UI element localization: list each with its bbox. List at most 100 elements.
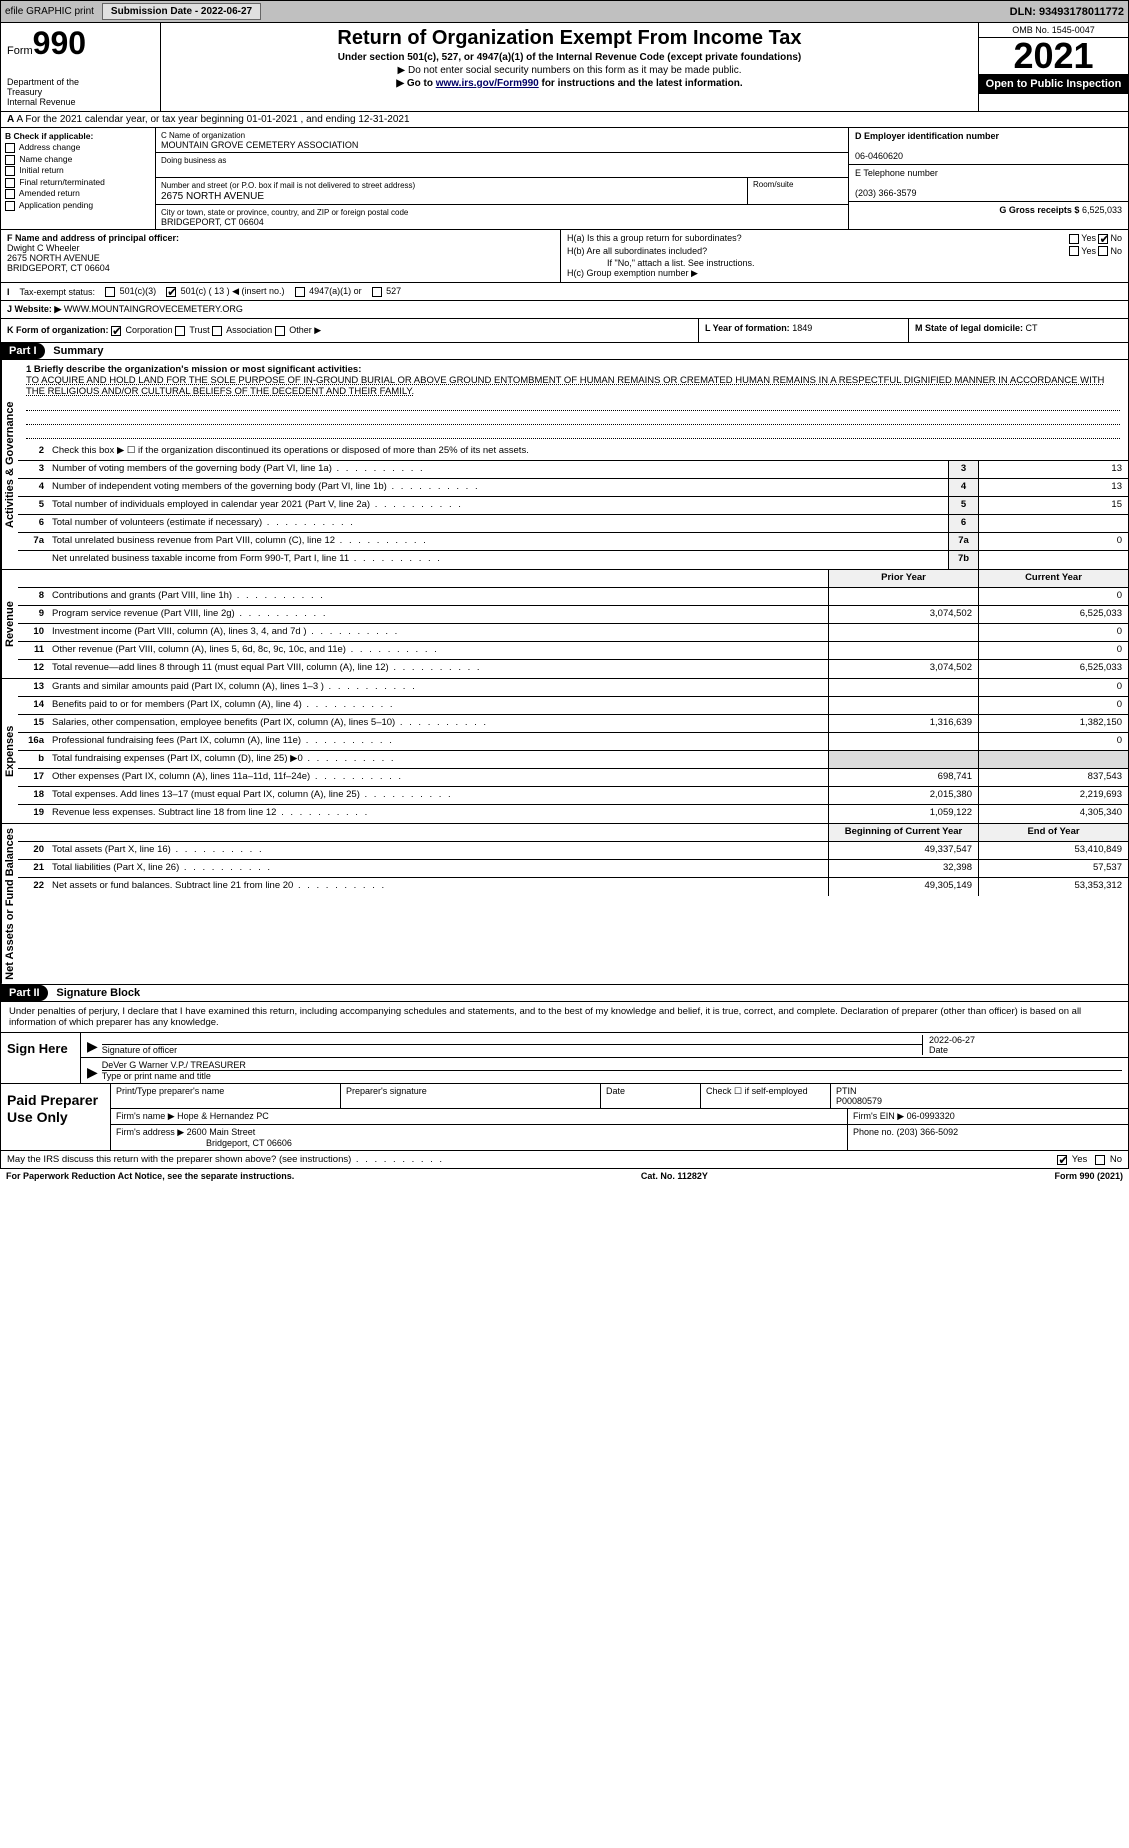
cb-other[interactable] bbox=[275, 326, 285, 336]
label-initial-return: Initial return bbox=[19, 165, 63, 175]
ha-yes[interactable] bbox=[1069, 234, 1079, 244]
officer-street: 2675 NORTH AVENUE bbox=[7, 253, 100, 263]
opt-assoc: Association bbox=[226, 325, 272, 335]
ha-label: H(a) Is this a group return for subordin… bbox=[567, 233, 742, 244]
data-line: 21Total liabilities (Part X, line 26)32,… bbox=[18, 860, 1128, 878]
irs-link[interactable]: www.irs.gov/Form990 bbox=[436, 78, 539, 89]
ptin-label: PTIN bbox=[836, 1086, 857, 1096]
part-2-title: Signature Block bbox=[50, 985, 146, 1001]
name-label: C Name of organization bbox=[161, 131, 245, 140]
hb-yes[interactable] bbox=[1069, 246, 1079, 256]
cb-527[interactable] bbox=[372, 287, 382, 297]
box-b-title: B Check if applicable: bbox=[5, 131, 93, 141]
arrow-icon: ▶ bbox=[87, 1038, 98, 1055]
header-center: Return of Organization Exempt From Incom… bbox=[161, 23, 978, 111]
gov-line: 3Number of voting members of the governi… bbox=[18, 461, 1128, 479]
data-line: 20Total assets (Part X, line 16)49,337,5… bbox=[18, 842, 1128, 860]
k-label: K Form of organization: bbox=[7, 325, 109, 335]
street-value: 2675 NORTH AVENUE bbox=[161, 191, 264, 202]
data-line: 16aProfessional fundraising fees (Part I… bbox=[18, 733, 1128, 751]
firm-addr-label: Firm's address ▶ bbox=[116, 1127, 184, 1137]
cb-corp[interactable] bbox=[111, 326, 121, 336]
may-irs-row: May the IRS discuss this return with the… bbox=[0, 1151, 1129, 1169]
sign-here-label: Sign Here bbox=[1, 1033, 81, 1083]
checkbox-name-change[interactable] bbox=[5, 155, 15, 165]
officer-name: Dwight C Wheeler bbox=[7, 243, 80, 253]
phone-value: (203) 366-3579 bbox=[855, 188, 917, 198]
row-j: J Website: ▶ WWW.MOUNTAINGROVECEMETERY.O… bbox=[0, 301, 1129, 319]
footer: For Paperwork Reduction Act Notice, see … bbox=[0, 1169, 1129, 1183]
gov-line: 7aTotal unrelated business revenue from … bbox=[18, 533, 1128, 551]
cb-501c3[interactable] bbox=[105, 287, 115, 297]
col-current: Current Year bbox=[978, 570, 1128, 587]
ptin-value: P00080579 bbox=[836, 1096, 882, 1106]
tax-year: 2021 bbox=[979, 38, 1128, 74]
box-b: B Check if applicable: Address change Na… bbox=[1, 128, 156, 229]
cb-501c[interactable] bbox=[166, 287, 176, 297]
activities-governance-section: Activities & Governance 1 Briefly descri… bbox=[0, 360, 1129, 570]
efile-label: efile GRAPHIC print bbox=[5, 6, 94, 17]
may-irs-yes[interactable] bbox=[1057, 1155, 1067, 1165]
may-irs-text: May the IRS discuss this return with the… bbox=[7, 1154, 444, 1165]
prep-sig-label: Preparer's signature bbox=[341, 1084, 601, 1108]
form-subtitle-3: ▶ Go to www.irs.gov/Form990 for instruct… bbox=[165, 78, 974, 89]
form-title: Return of Organization Exempt From Incom… bbox=[165, 27, 974, 50]
label-app-pending: Application pending bbox=[19, 200, 93, 210]
firm-addr: 2600 Main Street bbox=[187, 1127, 256, 1137]
firm-name: Hope & Hernandez PC bbox=[177, 1111, 269, 1121]
label-amended: Amended return bbox=[19, 188, 80, 198]
hb-no[interactable] bbox=[1098, 246, 1108, 256]
data-line: 19Revenue less expenses. Subtract line 1… bbox=[18, 805, 1128, 823]
checkbox-final-return[interactable] bbox=[5, 178, 15, 188]
ha-no[interactable] bbox=[1098, 234, 1108, 244]
box-h: H(a) Is this a group return for subordin… bbox=[561, 230, 1128, 282]
form-word: Form bbox=[7, 45, 33, 57]
opt-4947: 4947(a)(1) or bbox=[309, 286, 362, 296]
city-value: BRIDGEPORT, CT 06604 bbox=[161, 217, 264, 227]
gross-value: 6,525,033 bbox=[1082, 205, 1122, 215]
checkbox-amended[interactable] bbox=[5, 189, 15, 199]
row-a-tax-year: A A For the 2021 calendar year, or tax y… bbox=[0, 112, 1129, 128]
part-1-title: Summary bbox=[47, 343, 109, 359]
paid-preparer-label: Paid Preparer Use Only bbox=[1, 1084, 111, 1150]
submission-date-button[interactable]: Submission Date - 2022-06-27 bbox=[102, 3, 261, 20]
expenses-section: Expenses 13Grants and similar amounts pa… bbox=[0, 679, 1129, 824]
vtab-revenue: Revenue bbox=[1, 570, 18, 678]
col-end: End of Year bbox=[978, 824, 1128, 841]
data-line: 11Other revenue (Part VIII, column (A), … bbox=[18, 642, 1128, 660]
part-1-header: Part I Summary bbox=[0, 343, 1129, 360]
dba-label: Doing business as bbox=[161, 156, 226, 165]
box-f: F Name and address of principal officer:… bbox=[1, 230, 561, 282]
cb-trust[interactable] bbox=[175, 326, 185, 336]
part-2-header: Part II Signature Block bbox=[0, 985, 1129, 1002]
mission-block: 1 Briefly describe the organization's mi… bbox=[18, 360, 1128, 443]
checkbox-initial-return[interactable] bbox=[5, 166, 15, 176]
checkbox-app-pending[interactable] bbox=[5, 201, 15, 211]
firm-ein: 06-0993320 bbox=[907, 1111, 955, 1121]
declaration-text: Under penalties of perjury, I declare th… bbox=[1, 1002, 1128, 1032]
officer-name-title: DeVer G Warner V.P./ TREASURER bbox=[102, 1060, 246, 1070]
opt-other: Other ▶ bbox=[289, 325, 321, 335]
form-number: 990 bbox=[33, 25, 86, 61]
data-line: 17Other expenses (Part IX, column (A), l… bbox=[18, 769, 1128, 787]
firm-phone: (203) 366-5092 bbox=[897, 1127, 959, 1137]
cb-4947[interactable] bbox=[295, 287, 305, 297]
cb-assoc[interactable] bbox=[212, 326, 222, 336]
org-name: MOUNTAIN GROVE CEMETERY ASSOCIATION bbox=[161, 140, 358, 150]
gov-line: Net unrelated business taxable income fr… bbox=[18, 551, 1128, 569]
row-a-text: A For the 2021 calendar year, or tax yea… bbox=[16, 114, 409, 125]
header-right: OMB No. 1545-0047 2021 Open to Public In… bbox=[978, 23, 1128, 111]
sig-date-label: Date bbox=[929, 1045, 948, 1055]
row-k: K Form of organization: Corporation Trus… bbox=[0, 319, 1129, 343]
part-1-badge: Part I bbox=[1, 343, 45, 359]
may-irs-no[interactable] bbox=[1095, 1155, 1105, 1165]
gov-line: 4Number of independent voting members of… bbox=[18, 479, 1128, 497]
opt-501c: 501(c) ( 13 ) ◀ (insert no.) bbox=[181, 286, 285, 296]
box-c: C Name of organization MOUNTAIN GROVE CE… bbox=[156, 128, 848, 229]
part-2-badge: Part II bbox=[1, 985, 48, 1001]
officer-city: BRIDGEPORT, CT 06604 bbox=[7, 263, 110, 273]
open-public-badge: Open to Public Inspection bbox=[979, 74, 1128, 94]
form-header: Form990 Department of theTreasuryInterna… bbox=[0, 23, 1129, 112]
vtab-governance: Activities & Governance bbox=[1, 360, 18, 569]
checkbox-address-change[interactable] bbox=[5, 143, 15, 153]
